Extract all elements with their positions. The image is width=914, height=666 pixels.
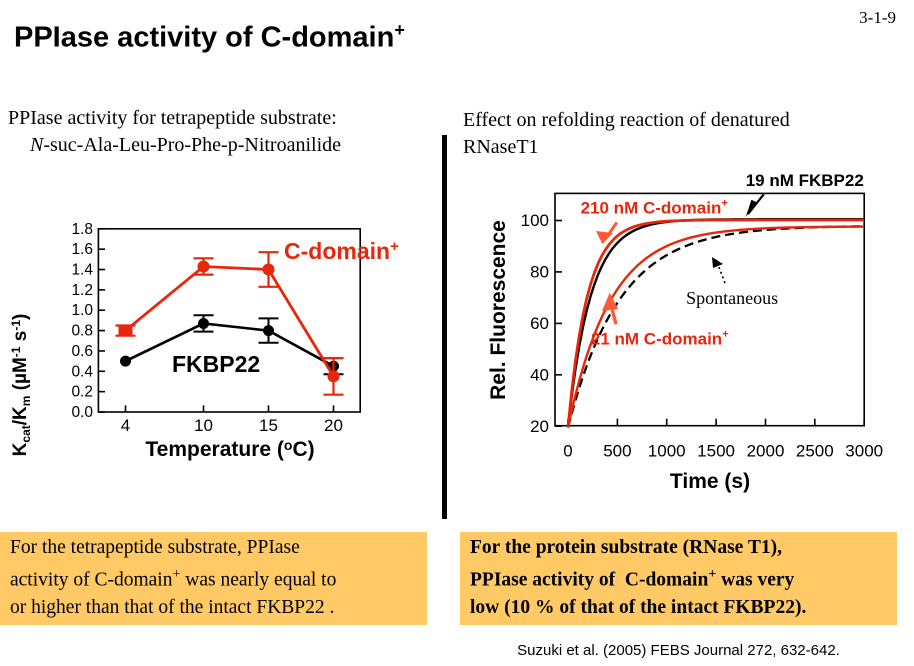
svg-text:210 nM C-domain+: 210 nM C-domain+	[581, 198, 728, 218]
svg-text:40: 40	[530, 365, 549, 384]
svg-text:1000: 1000	[648, 442, 686, 461]
svg-text:21 nM C-domain+: 21 nM C-domain+	[591, 328, 729, 348]
svg-text:100: 100	[521, 211, 549, 230]
svg-text:3000: 3000	[845, 442, 883, 461]
svg-text:Rel. Fluorescence: Rel. Fluorescence	[487, 220, 510, 400]
svg-text:0: 0	[563, 442, 572, 461]
svg-text:Spontaneous: Spontaneous	[686, 288, 778, 308]
svg-text:2000: 2000	[747, 442, 785, 461]
svg-text:80: 80	[530, 263, 549, 282]
svg-text:2500: 2500	[796, 442, 834, 461]
svg-text:500: 500	[603, 442, 631, 461]
svg-text:60: 60	[530, 314, 549, 333]
svg-text:19 nM FKBP22: 19 nM FKBP22	[746, 171, 864, 190]
svg-text:Time (s): Time (s)	[670, 470, 750, 493]
svg-text:20: 20	[530, 417, 549, 436]
svg-text:1500: 1500	[697, 442, 735, 461]
